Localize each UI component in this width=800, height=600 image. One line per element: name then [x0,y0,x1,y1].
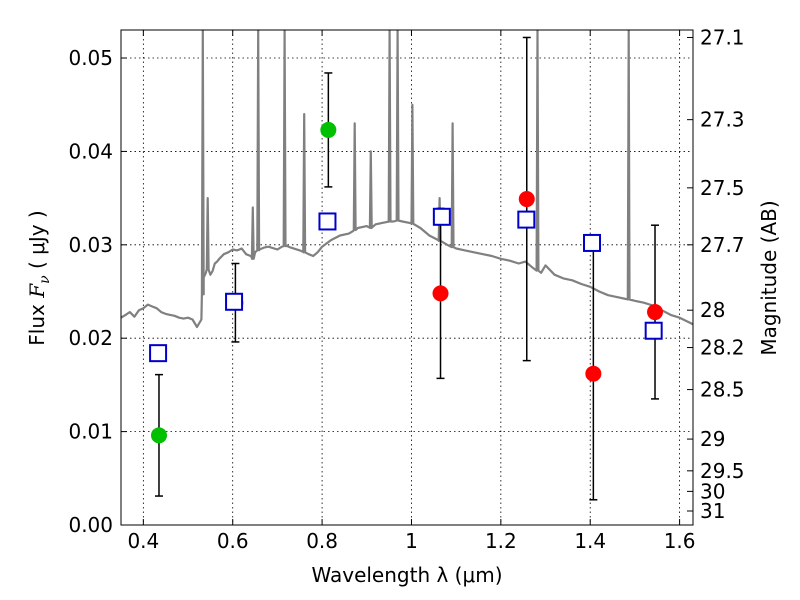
y2-tick-label: 27.3 [700,108,745,132]
y2-tick-label: 28 [700,298,725,322]
y-axis-label: Flux Fν ( μJy ) [25,210,53,345]
model-point [225,292,244,311]
data-point [518,191,535,208]
model-point [583,233,602,252]
plot-frame [120,29,694,526]
model-point [149,344,168,363]
y2-tick-label: 27.1 [700,25,745,49]
model-point [644,321,663,340]
model-point [432,207,451,226]
y2-tick-label: 27.7 [700,233,745,257]
y2-tick-label: 29 [700,427,725,451]
y2-tick-label: 28.2 [700,336,745,360]
y2-axis-label: Magnitude (AB) [757,200,781,355]
y2-tick-label: 31 [700,499,725,523]
y2-tick-label: 27.5 [700,176,745,200]
y-tick-label: 0.01 [68,420,113,444]
x-tick-label: 0.6 [217,529,249,553]
y-tick-label: 0.00 [68,513,113,537]
model-spectrum-line [121,30,693,329]
y-tick-label: 0.04 [68,139,113,163]
x-tick-label: 1 [405,529,418,553]
model-point [318,212,337,231]
x-tick-label: 0.8 [306,529,338,553]
y2-tick-label: 28.5 [700,378,745,402]
data-point [320,121,337,138]
x-tick-label: 1.2 [485,529,517,553]
x-tick-label: 0.4 [127,529,159,553]
model-spectrum-layer [121,30,693,329]
y2-tick-label: 29.5 [700,459,745,483]
model-point [517,210,536,229]
data-point [585,365,602,382]
x-axis-label: Wavelength λ (μm) [311,563,502,587]
axis-tick-labels: 0.4 0.6 0.8 1 1.2 1.4 1.6 0.00 0.01 0.02 0.03 0.04 0… [68,25,744,553]
markers-layer [149,121,664,444]
data-point [647,304,664,321]
x-tick-label: 1.4 [574,529,606,553]
data-point [150,427,167,444]
y2-tick-label: 30 [700,479,725,503]
grid-lines [121,30,693,526]
y-tick-label: 0.02 [68,326,113,350]
error-bars-layer [154,36,660,501]
axis-ticks [121,30,693,526]
x-tick-label: 1.6 [664,529,696,553]
y-tick-label: 0.05 [68,46,113,70]
y-tick-label: 0.03 [68,233,113,257]
data-point [432,285,449,302]
